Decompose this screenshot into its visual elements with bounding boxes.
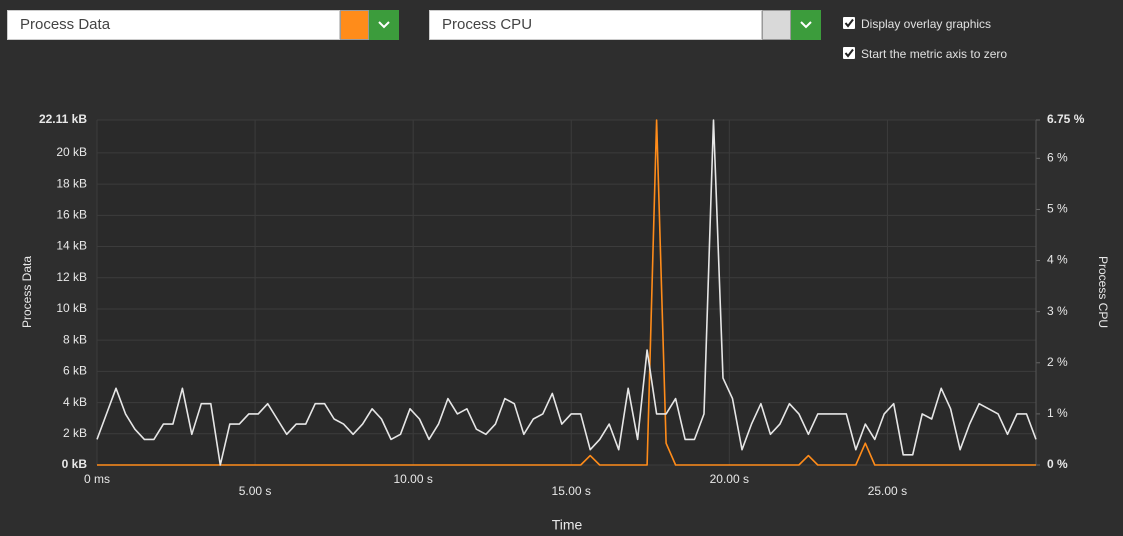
- checkbox-box: [843, 17, 855, 29]
- y-tick-label: 22.11 kB: [39, 112, 87, 126]
- y2-tick-label: 1 %: [1047, 406, 1068, 420]
- y-tick-label: 8 kB: [63, 332, 87, 346]
- metric-dropdown[interactable]: Process CPU: [429, 10, 762, 40]
- y2-tick-label: 0 %: [1047, 457, 1068, 471]
- y2-tick-label: 2 %: [1047, 355, 1068, 369]
- y2-tick-label: 4 %: [1047, 253, 1068, 267]
- x-axis-title: Time: [552, 517, 583, 533]
- y-tick-label: 12 kB: [56, 270, 87, 284]
- y-tick-label: 0 kB: [62, 457, 88, 471]
- checkbox[interactable]: [843, 17, 855, 29]
- metric-selector[interactable]: Process Data: [7, 10, 399, 40]
- y2-tick-label: 3 %: [1047, 304, 1068, 318]
- dropdown-button[interactable]: [791, 10, 821, 40]
- series-line: [96, 119, 1037, 466]
- y-tick-label: 14 kB: [56, 239, 87, 253]
- x-tick-label: 5.00 s: [239, 484, 272, 498]
- option-label: Start the metric axis to zero: [861, 47, 1008, 61]
- x-tick-label: 25.00 s: [868, 484, 907, 498]
- y-tick-label: 20 kB: [56, 145, 87, 159]
- y-tick-label: 2 kB: [63, 426, 87, 440]
- y-tick-label: 6 kB: [63, 364, 87, 378]
- series-line: [97, 119, 1036, 466]
- y-tick-label: 10 kB: [56, 301, 87, 315]
- x-tick-label: 10.00 s: [393, 472, 432, 486]
- y2-tick-label: 6.75 %: [1047, 112, 1085, 126]
- x-tick-label: 0 ms: [84, 472, 110, 486]
- metric-dropdown[interactable]: Process Data: [7, 10, 340, 40]
- plot-area: [97, 120, 1036, 465]
- y2-tick-label: 5 %: [1047, 202, 1068, 216]
- dropdown-button[interactable]: [369, 10, 399, 40]
- color-swatch[interactable]: [340, 10, 369, 40]
- y-tick-label: 16 kB: [56, 208, 87, 222]
- y-tick-label: 18 kB: [56, 176, 87, 190]
- option-label: Display overlay graphics: [861, 17, 992, 31]
- y-tick-label: 4 kB: [63, 395, 87, 409]
- color-swatch[interactable]: [762, 10, 791, 40]
- checkmark: [844, 18, 854, 28]
- metric-selector[interactable]: Process CPU: [429, 10, 821, 40]
- y-axis-title: Process Data: [20, 256, 34, 328]
- checkbox[interactable]: [843, 47, 855, 59]
- chevron: [800, 21, 812, 29]
- y2-tick-label: 6 %: [1047, 151, 1068, 165]
- x-tick-label: 20.00 s: [710, 472, 749, 486]
- checkmark: [844, 48, 854, 58]
- checkbox-box: [843, 47, 855, 59]
- y2-axis-title: Process CPU: [1096, 256, 1110, 328]
- chevron: [378, 21, 390, 29]
- x-tick-label: 15.00 s: [552, 484, 591, 498]
